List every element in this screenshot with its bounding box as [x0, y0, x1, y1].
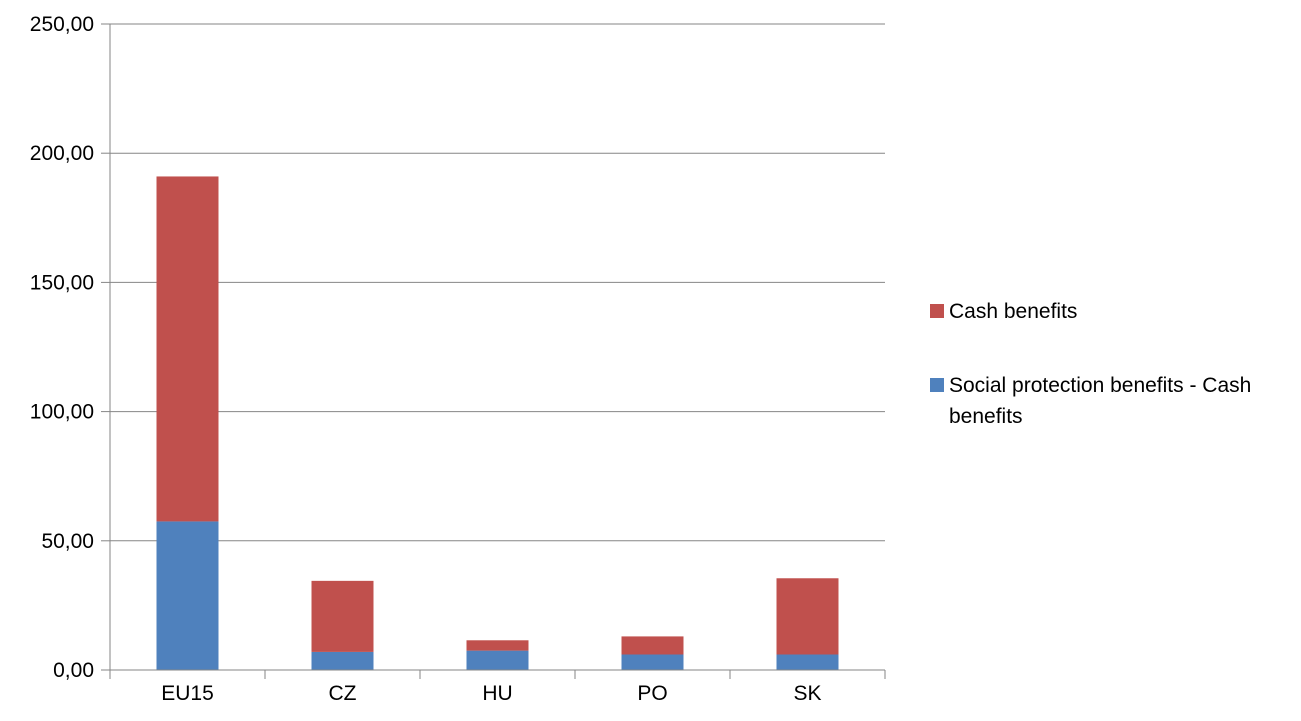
bar-po-series-0 — [621, 654, 684, 670]
y-tick-label: 200,00 — [30, 142, 94, 165]
bar-sk-series-0 — [776, 654, 839, 670]
y-tick-label: 150,00 — [30, 271, 94, 294]
bar-eu15-series-1 — [156, 176, 219, 522]
legend-label-line: Social protection benefits - Cash — [949, 374, 1251, 397]
y-tick-label: 100,00 — [30, 401, 94, 424]
legend-swatch — [930, 378, 944, 392]
legend: Cash benefits Social protection benefits … — [930, 300, 1251, 428]
legend-label-line: benefits — [949, 405, 1023, 428]
x-tick-label: EU15 — [161, 682, 214, 705]
bar-sk-series-1 — [776, 578, 839, 655]
legend-label-line: Cash benefits — [949, 300, 1077, 323]
bar-cz-series-0 — [311, 651, 374, 670]
bars — [156, 176, 839, 670]
bar-po-series-1 — [621, 636, 684, 655]
x-tick-label: CZ — [329, 682, 357, 705]
legend-swatch — [930, 304, 944, 318]
legend-label: Cash benefits — [949, 300, 1077, 323]
bar-hu-series-1 — [466, 640, 529, 651]
bar-eu15-series-0 — [156, 521, 219, 670]
y-tick-label: 250,00 — [30, 13, 94, 36]
legend-label: Social protection benefits - Cash benefit… — [949, 374, 1251, 428]
x-tick-label: SK — [793, 682, 821, 705]
x-tick-label: PO — [637, 682, 667, 705]
bar-hu-series-0 — [466, 650, 529, 670]
x-tick-label: HU — [482, 682, 512, 705]
y-tick-labels: 0,00 50,00 100,00 150,00 200,00 250,00 — [30, 13, 94, 682]
bar-cz-series-1 — [311, 580, 374, 652]
y-tick-label: 50,00 — [41, 530, 94, 553]
axes — [109, 24, 885, 671]
x-tick-labels: EU15 CZ HU PO SK — [161, 682, 821, 705]
y-tick-label: 0,00 — [53, 659, 94, 682]
gridlines — [101, 23, 886, 679]
